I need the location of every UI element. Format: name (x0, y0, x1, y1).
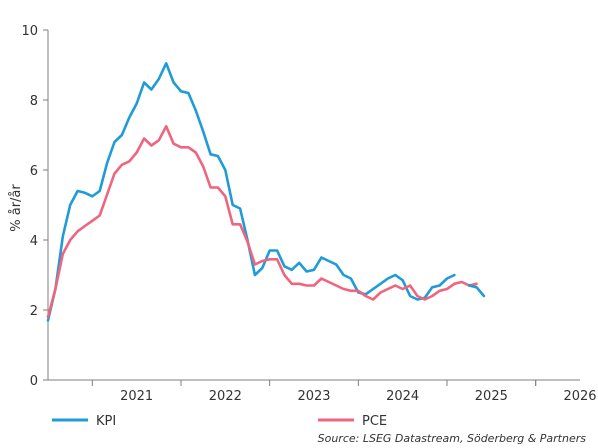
y-tick-label: 6 (30, 164, 38, 179)
x-tick-label: 2022 (209, 389, 242, 404)
legend-kpi-label: KPI (96, 414, 116, 429)
y-tick-label: 2 (30, 304, 38, 319)
x-tick-label: 2023 (297, 389, 330, 404)
x-tick-labels: 2021 2022 2023 2024 2025 2026 (91, 380, 597, 404)
y-tick-labels: 0 2 4 6 8 10 (21, 24, 48, 389)
legend-pce-label: PCE (362, 414, 387, 429)
axes (47, 30, 580, 381)
series-line-kpi (46, 61, 456, 322)
series-line-kpi-extension (467, 284, 486, 298)
x-tick-label: 2021 (120, 389, 153, 404)
x-tick-label: 2026 (563, 389, 596, 404)
y-tick-label: 4 (30, 234, 38, 249)
y-tick-label: 8 (30, 94, 38, 109)
source-note: Source: LSEG Datastream, Söderberg & Par… (318, 432, 587, 445)
y-tick-label: 10 (21, 24, 38, 39)
y-tick-label: 0 (30, 374, 38, 389)
series-lines (46, 61, 486, 322)
legend: KPI PCE (52, 414, 387, 429)
series-line-pce (46, 125, 478, 319)
x-tick-label: 2025 (475, 389, 508, 404)
x-tick-label: 2024 (386, 389, 419, 404)
y-axis-label: % år/år (9, 184, 24, 232)
